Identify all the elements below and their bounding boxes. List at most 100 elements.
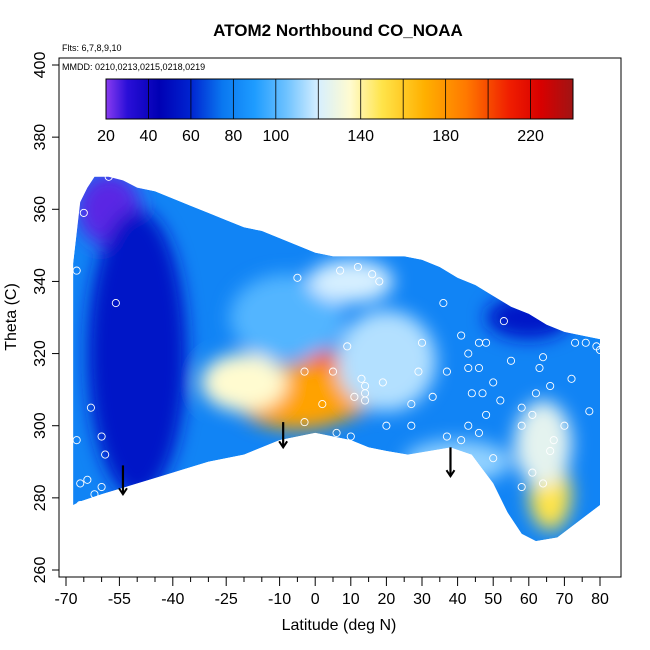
observation-point: [407, 400, 416, 409]
observation-point: [538, 353, 548, 362]
observation-point: [442, 432, 451, 441]
observation-point: [76, 479, 85, 488]
observation-point: [90, 490, 99, 499]
observation-point: [350, 392, 359, 401]
x-tick-label: -10: [268, 591, 291, 608]
observation-point: [414, 367, 423, 376]
y-tick-label: 260: [32, 557, 49, 584]
y-tick-label: 400: [32, 52, 49, 79]
observation-point: [585, 407, 594, 416]
observation-point: [546, 446, 555, 456]
observation-point: [328, 367, 338, 376]
observation-point: [528, 468, 537, 477]
observation-point: [581, 338, 590, 347]
observation-point: [97, 482, 106, 492]
observation-point: [478, 389, 487, 398]
observation-point: [571, 338, 580, 347]
x-tick-label: -40: [161, 591, 184, 608]
observation-point: [336, 266, 345, 275]
x-tick-label: 30: [413, 591, 431, 608]
colorbar-tick-label: 40: [140, 128, 158, 145]
observation-point: [457, 331, 466, 340]
observation-point: [79, 208, 88, 217]
observation-point: [549, 436, 558, 445]
x-axis-label: Latitude (deg N): [282, 617, 397, 634]
observation-point: [489, 454, 498, 463]
concentration-anomaly: [514, 400, 572, 488]
observation-point: [506, 356, 516, 365]
observation-point: [428, 457, 437, 466]
x-tick-label: 70: [556, 591, 574, 608]
observation-point: [517, 482, 526, 492]
observation-point: [496, 396, 505, 405]
observation-point: [464, 421, 473, 430]
colorbar-tick-label: 20: [97, 128, 115, 145]
observation-point: [300, 367, 309, 376]
colorbar: 20 40 60 80 100 140 180 220: [97, 78, 574, 145]
x-tick-label: 80: [591, 591, 609, 608]
observation-point: [531, 389, 540, 398]
observation-point: [482, 338, 491, 347]
observation-point: [346, 432, 355, 441]
colorbar-tick-label: 100: [262, 128, 289, 145]
x-tick-label: 50: [484, 591, 502, 608]
observation-point: [439, 299, 448, 308]
observation-point: [360, 396, 370, 405]
colorbar-tick-label: 140: [347, 128, 374, 145]
dates-annotation: MMDD: 0210,0213,0215,0218,0219: [62, 62, 205, 72]
x-tick-label: 40: [449, 591, 467, 608]
observation-point: [357, 374, 366, 383]
observation-point: [464, 363, 473, 373]
down-arrow-marker: [118, 465, 128, 497]
observation-point: [595, 345, 605, 355]
y-tick-label: 320: [32, 340, 49, 367]
observation-point: [567, 374, 576, 383]
observation-point: [300, 418, 309, 427]
observation-point: [343, 342, 352, 351]
observation-point: [86, 403, 95, 412]
y-tick-label: 340: [32, 268, 49, 295]
y-axis-label: Theta (C): [3, 283, 20, 351]
observation-point: [538, 479, 548, 488]
heatmap-field: [73, 176, 601, 542]
down-arrow-marker: [278, 422, 288, 450]
observation-point: [293, 273, 302, 282]
y-tick-label: 380: [32, 124, 49, 151]
concentration-anomaly: [336, 310, 437, 412]
x-tick-label: -70: [54, 591, 77, 608]
concentration-anomaly: [87, 209, 188, 498]
chart-title: ATOM2 Northbound CO_NOAA: [213, 21, 463, 40]
observation-point: [111, 299, 120, 308]
observation-point: [368, 270, 377, 279]
observation-point: [104, 172, 113, 181]
observation-point: [318, 400, 327, 409]
concentration-anomaly: [229, 274, 344, 361]
observation-point: [467, 389, 476, 398]
observation-point: [101, 450, 110, 459]
observation-point: [97, 432, 106, 441]
y-tick-label: 280: [32, 484, 49, 511]
y-tick-label: 360: [32, 196, 49, 223]
observation-point: [375, 277, 384, 286]
observation-point: [560, 421, 569, 430]
colorbar-tick-label: 220: [517, 128, 544, 145]
observation-point: [535, 363, 544, 373]
flight-markers: [118, 422, 456, 497]
observation-point: [382, 421, 391, 430]
observation-point: [464, 349, 473, 358]
x-tick-label: 10: [342, 591, 360, 608]
observation-point: [353, 262, 362, 272]
observation-point: [332, 428, 341, 437]
observation-points: [72, 169, 605, 510]
observation-point: [517, 421, 526, 430]
down-arrow-marker: [445, 447, 456, 479]
observation-point: [428, 392, 437, 401]
x-tick-label: 20: [378, 591, 396, 608]
observation-point: [442, 367, 451, 376]
observation-point: [378, 378, 387, 387]
plot-frame: [58, 57, 622, 578]
x-tick-label: -25: [215, 591, 238, 608]
observation-point: [489, 378, 498, 387]
colorbar-tick-label: 80: [224, 128, 242, 145]
y-tick-label: 300: [32, 412, 49, 439]
